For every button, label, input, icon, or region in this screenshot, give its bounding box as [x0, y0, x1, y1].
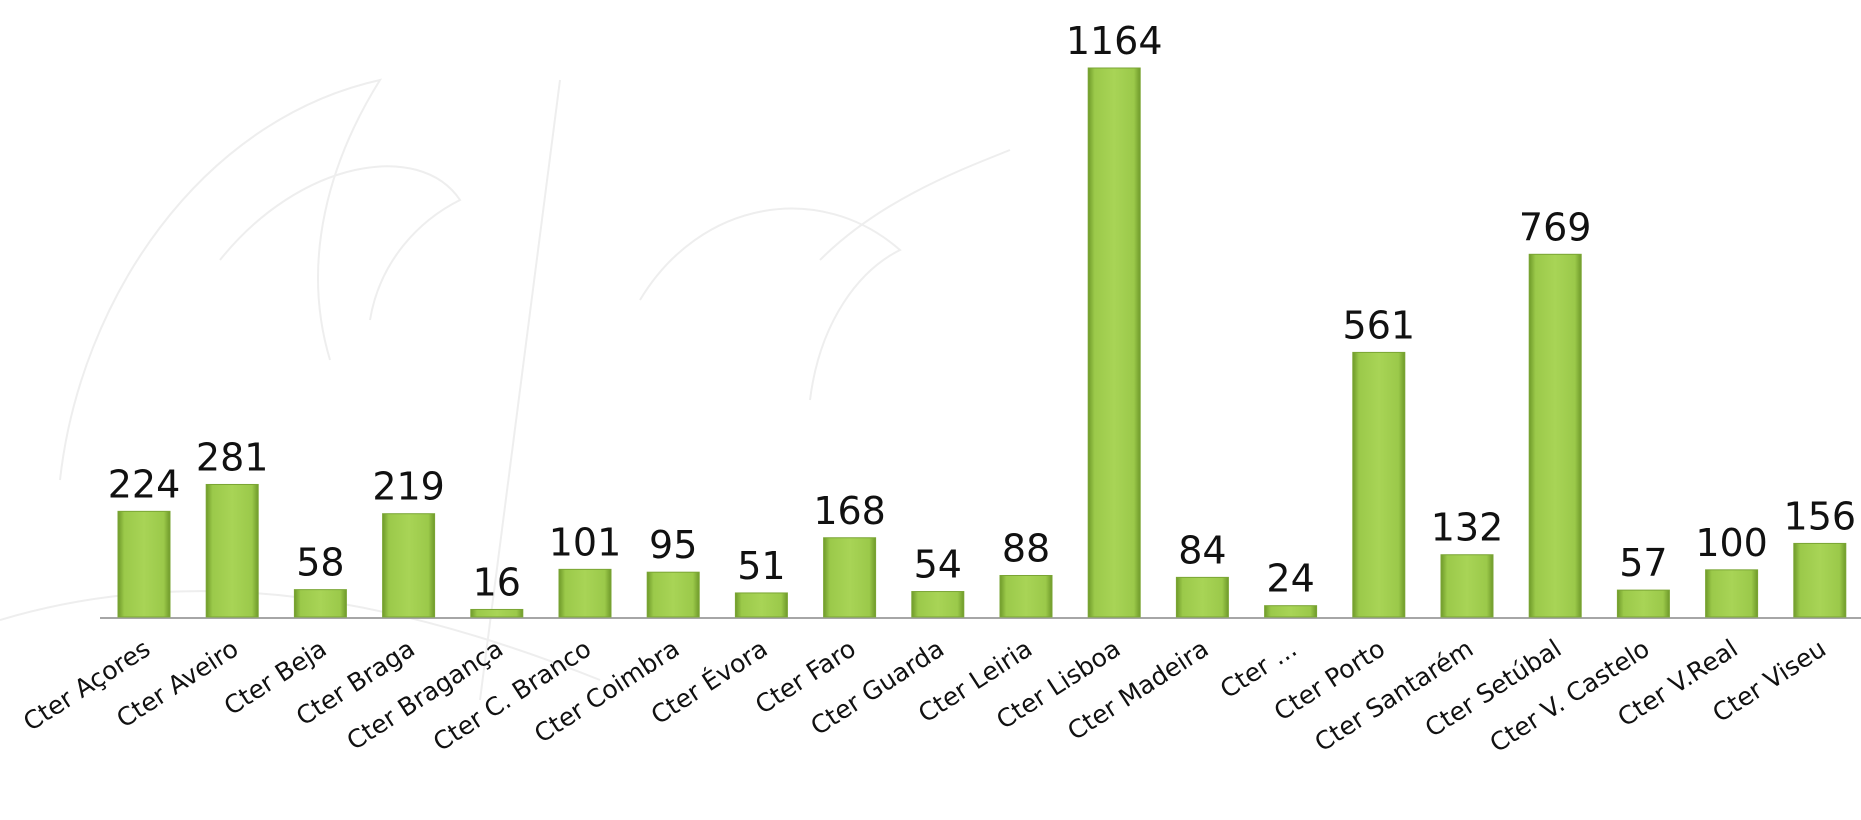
value-label: 88 — [1002, 526, 1050, 570]
value-label: 54 — [914, 543, 962, 587]
page: {"chart_data": {"type": "bar", "categori… — [0, 0, 1861, 820]
x-tick-label: Cter V. Castelo — [1485, 634, 1655, 758]
bar — [1088, 68, 1140, 617]
value-label: 84 — [1178, 528, 1226, 572]
value-label: 24 — [1266, 557, 1314, 601]
value-label: 51 — [737, 544, 785, 588]
value-label: 561 — [1343, 303, 1416, 347]
bar — [647, 572, 699, 617]
bar — [383, 514, 435, 617]
value-label: 1164 — [1066, 19, 1163, 63]
value-label: 132 — [1431, 506, 1504, 550]
bar — [294, 590, 346, 617]
bar — [912, 592, 964, 617]
value-label: 16 — [473, 560, 521, 604]
bar — [1529, 254, 1581, 617]
bar — [118, 511, 170, 617]
bar — [1353, 352, 1405, 617]
value-label: 156 — [1784, 494, 1857, 538]
bar — [1794, 543, 1846, 617]
bar — [1176, 577, 1228, 617]
bar — [1441, 555, 1493, 617]
value-label: 224 — [108, 462, 181, 506]
x-tick-label: Cter C. Branco — [428, 634, 596, 757]
bar — [735, 593, 787, 617]
bar — [1706, 570, 1758, 617]
bar — [206, 484, 258, 617]
bar — [559, 569, 611, 617]
value-label: 281 — [196, 435, 269, 479]
bar — [1617, 590, 1669, 617]
bar — [1000, 575, 1052, 617]
x-tick-label: Cter Bragança — [342, 634, 509, 756]
value-label: 100 — [1695, 521, 1768, 565]
value-label: 769 — [1519, 205, 1592, 249]
bar — [1265, 606, 1317, 617]
value-label: 168 — [813, 489, 886, 533]
value-label: 101 — [549, 520, 622, 564]
x-tick-label: Cter Santarém — [1309, 634, 1478, 758]
value-label: 57 — [1619, 541, 1667, 585]
value-label: 95 — [649, 523, 697, 567]
value-label: 58 — [296, 541, 344, 585]
bar — [824, 538, 876, 617]
value-label: 219 — [372, 465, 445, 509]
bar — [471, 609, 523, 617]
chart: 224Cter Açores281Cter Aveiro58Cter Beja2… — [0, 0, 1861, 820]
